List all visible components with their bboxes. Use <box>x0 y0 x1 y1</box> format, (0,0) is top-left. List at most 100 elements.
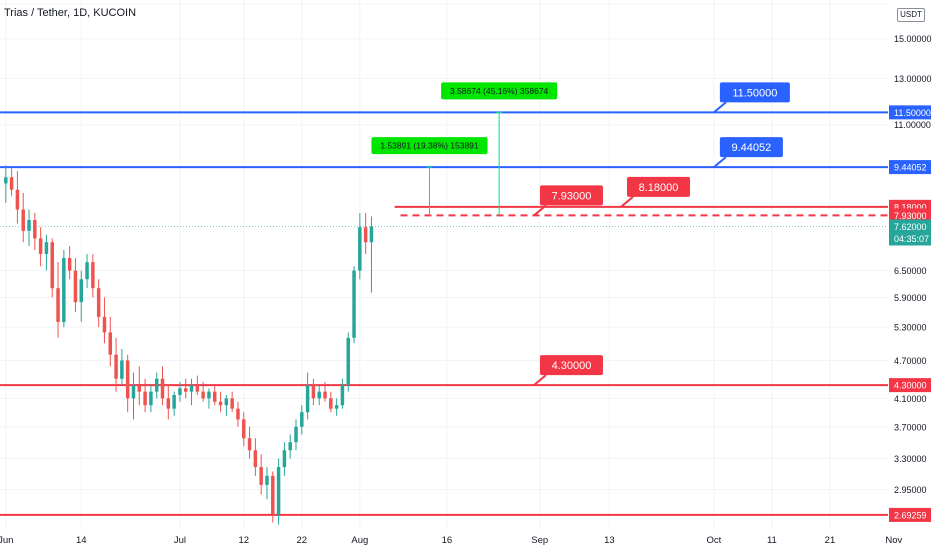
candle-body <box>143 391 147 406</box>
candle-body <box>56 288 60 322</box>
candle-body <box>125 360 130 399</box>
current-price-tag-bg <box>889 219 931 246</box>
horizontal-levels <box>0 111 888 516</box>
time-tick-label: Oct <box>706 535 721 546</box>
chart-title: Trias / Tether, 1D, KUCOIN <box>4 7 137 19</box>
candle-body <box>137 385 142 392</box>
price-tag-label: 11.50000 <box>894 108 931 118</box>
callout-label: 7.93000 <box>552 190 592 202</box>
time-tick-label: 12 <box>238 535 249 546</box>
callout-box <box>719 137 783 158</box>
candle-body <box>21 209 25 231</box>
candle-body <box>79 279 83 303</box>
callout-box <box>719 82 790 103</box>
grid-lines <box>0 0 895 530</box>
callout-box <box>627 176 691 197</box>
candle-body <box>340 385 345 406</box>
level-callouts: 11.50000 9.44052 8.18000 7.93000 4.30000 <box>533 82 790 386</box>
measurements: 1.53891 (19.38%) 153891 3.58674 (45.16%) … <box>371 82 558 216</box>
candle-body <box>9 177 14 190</box>
candle-body <box>172 394 176 409</box>
price-tag-label: 9.44052 <box>894 163 927 173</box>
candle-body <box>4 177 8 184</box>
price-tag-label: 7.93000 <box>894 211 927 221</box>
candle-body <box>114 354 118 379</box>
candle-body <box>282 450 287 468</box>
current-price-label: 7.62000 <box>894 222 927 232</box>
price-tick-label: 2.95000 <box>894 485 927 495</box>
time-tick-label: Nov <box>885 535 902 546</box>
candle-body <box>108 332 113 355</box>
candle-body <box>352 270 356 338</box>
callout-label: 11.50000 <box>732 87 777 99</box>
time-tick-label: 22 <box>297 535 308 546</box>
candle-body <box>160 378 165 399</box>
candle-body <box>154 378 159 392</box>
candle-body <box>131 385 136 399</box>
candle-body <box>271 475 275 515</box>
price-tick-label: 5.30000 <box>894 323 927 333</box>
callout-pointer <box>533 374 547 386</box>
candle-body <box>346 337 350 386</box>
candle-body <box>230 398 234 409</box>
measure-label-bg <box>371 137 488 155</box>
candle-body <box>369 226 374 243</box>
candle-body <box>242 419 246 439</box>
time-tick-label: 14 <box>76 535 87 546</box>
candle-body <box>38 238 43 255</box>
price-axis: 15.00000 13.00000 11.00000 6.50000 5.90000 5.… <box>888 0 932 550</box>
price-tick-label: 11.00000 <box>894 120 931 130</box>
callout-pointer <box>713 101 727 114</box>
candle-body <box>178 388 182 395</box>
time-tick-label: Sep <box>531 535 548 546</box>
time-tick-label: Aug <box>351 535 368 546</box>
measure-label: 3.58674 (45.16%) 358674 <box>450 86 549 96</box>
candle-body <box>102 316 107 333</box>
price-tag-bg <box>889 378 931 393</box>
candle-body <box>183 388 188 392</box>
time-tick-label: Jun <box>0 535 13 546</box>
candle-body <box>236 408 240 420</box>
callout-box <box>539 355 603 376</box>
price-tick-label: 15.00000 <box>894 34 932 44</box>
time-axis: Jun 14 Jul 12 22 Aug 16 Sep 13 Oct 11 21 Nov <box>0 530 902 550</box>
currency-button[interactable]: USDT <box>897 8 925 22</box>
price-tag-bg <box>889 208 931 223</box>
time-tick-label: 13 <box>604 535 615 546</box>
candle-body <box>207 391 211 399</box>
candle-body <box>218 401 223 406</box>
candle-body <box>334 405 339 409</box>
candle-body <box>288 442 292 451</box>
candle-body <box>195 385 200 392</box>
candle-body <box>27 220 31 231</box>
time-tick-label: Jul <box>174 535 186 546</box>
candle-body <box>166 398 171 409</box>
candle-body <box>265 475 269 485</box>
price-tick-label: 3.30000 <box>894 454 927 464</box>
price-tick-label: 3.70000 <box>894 422 927 432</box>
candle-body <box>247 438 252 451</box>
candle-body <box>85 262 89 280</box>
candle-body <box>253 450 258 468</box>
price-tick-label: 5.90000 <box>894 293 927 303</box>
price-tick-label: 4.10000 <box>894 394 927 404</box>
candle-body <box>33 220 37 239</box>
price-tag-label: 4.30000 <box>894 381 927 391</box>
price-tag-label: 2.69259 <box>894 510 927 520</box>
price-tick-label: 4.70000 <box>894 356 927 366</box>
price-tick-label: 13.00000 <box>894 74 932 84</box>
candle-body <box>300 412 304 427</box>
candle-body <box>62 258 66 322</box>
price-tag-bg <box>889 105 931 120</box>
candle-body <box>311 385 316 399</box>
candle-body <box>213 391 217 402</box>
callout-pointer <box>620 196 634 208</box>
candle-body <box>276 467 281 515</box>
price-tag-bg <box>889 160 931 175</box>
candle-body <box>259 467 263 485</box>
candle-body <box>44 242 49 255</box>
candle-body <box>96 288 101 317</box>
candle-body <box>189 385 194 392</box>
callout-pointer <box>533 204 547 217</box>
